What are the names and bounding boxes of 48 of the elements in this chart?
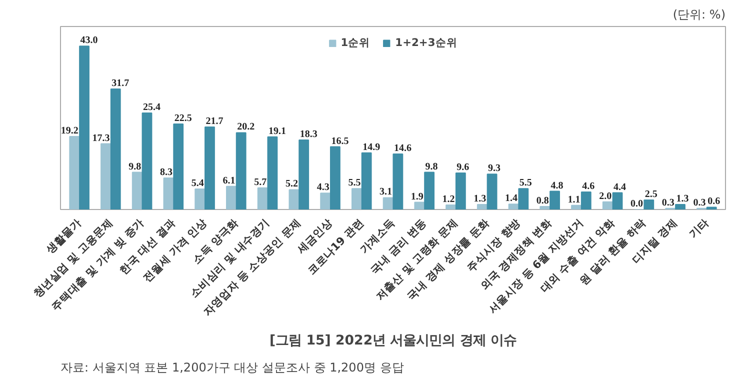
data-label: 1.2: [442, 194, 455, 205]
data-label: 43.0: [80, 35, 98, 46]
data-label: 1.3: [474, 194, 486, 205]
data-label: 3.1: [380, 186, 392, 198]
data-label: 0.6: [708, 196, 720, 208]
data-label: 14.9: [362, 142, 380, 153]
data-label: 17.3: [92, 132, 110, 144]
data-label: 1.1: [568, 194, 580, 206]
data-label: 19.2: [60, 126, 78, 137]
data-label: 0.3: [693, 197, 706, 208]
data-label: 6.1: [222, 175, 236, 186]
data-label: 4.6: [582, 181, 595, 192]
data-label: 19.1: [268, 126, 286, 137]
data-label: 1.3: [676, 194, 689, 205]
data-label: 31.7: [112, 78, 130, 90]
data-label: 4.4: [614, 182, 626, 193]
data-label: 2.5: [644, 189, 658, 200]
data-label: 22.5: [174, 113, 192, 124]
data-label: 0.0: [630, 198, 644, 210]
text: [그림 15] 2022년 서울시민의 경제 이슈: [269, 334, 517, 348]
data-label: 9.8: [425, 161, 438, 172]
data-label: 5.5: [519, 178, 532, 189]
data-label: 25.4: [142, 102, 160, 113]
data-label: 0.8: [536, 195, 549, 206]
data-label: 4.3: [316, 182, 330, 194]
data-label: 4.8: [550, 180, 564, 192]
text: 자료: 서울지역 표본 1,200가구 대상 설문조사 중 1,200명 응답: [60, 360, 404, 374]
data-label: 5.7: [254, 176, 267, 188]
data-label: 21.7: [206, 116, 224, 128]
data-label: 20.2: [237, 122, 255, 133]
data-label: 0.3: [662, 197, 674, 208]
data-label: 8.3: [160, 166, 172, 178]
x-tick-label: 기타: [686, 216, 712, 241]
data-label: 9.8: [128, 161, 142, 172]
data-label: 5.5: [348, 178, 361, 189]
data-label: 14.6: [394, 143, 412, 154]
legend-label: 1순위: [340, 36, 370, 50]
data-label: 18.3: [300, 128, 318, 140]
data-label: 9.3: [488, 163, 501, 174]
data-label: 5.4: [191, 178, 204, 189]
data-label: 5.2: [285, 178, 298, 190]
data-label: 1.4: [505, 193, 518, 204]
data-label: 1.9: [410, 191, 424, 202]
legend-label: 1+2+3순위: [395, 36, 458, 50]
text: (단위: %): [672, 8, 726, 22]
data-label: 9.6: [456, 162, 470, 174]
data-label: 2.0: [599, 190, 612, 202]
data-label: 16.5: [331, 136, 349, 147]
